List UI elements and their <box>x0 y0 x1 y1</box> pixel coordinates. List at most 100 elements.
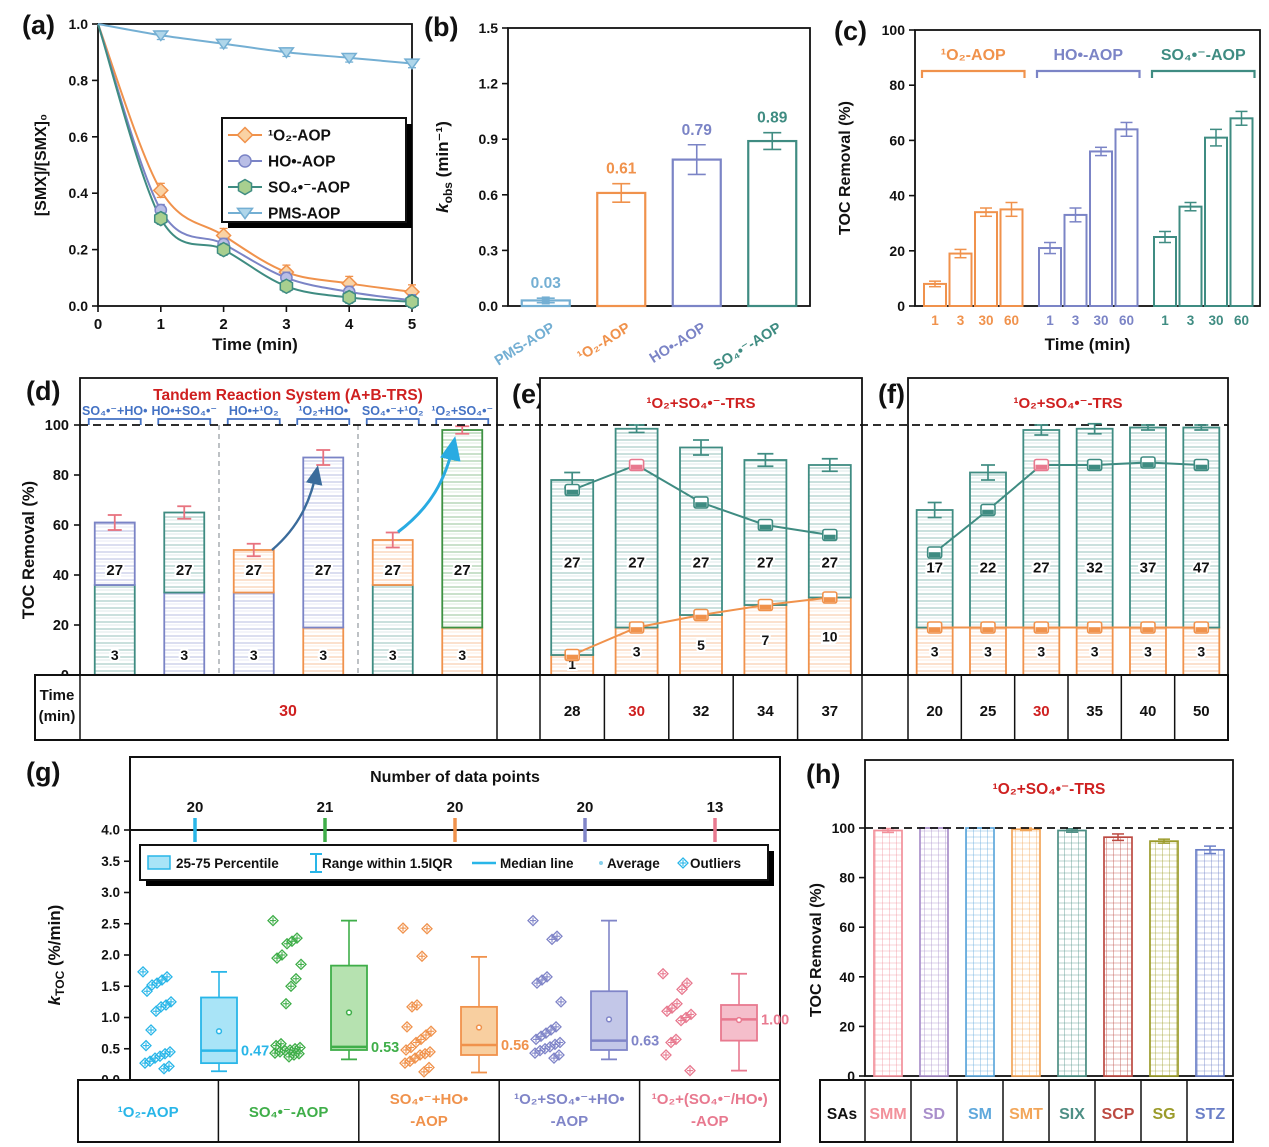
svg-text:32: 32 <box>1086 560 1103 577</box>
svg-text:0.2: 0.2 <box>69 242 89 258</box>
svg-text:0.0: 0.0 <box>69 298 89 314</box>
svg-text:SG: SG <box>1152 1106 1175 1123</box>
svg-text:30: 30 <box>628 703 645 720</box>
svg-text:kTOC (%/min): kTOC (%/min) <box>45 905 67 1006</box>
svg-text:7: 7 <box>762 632 770 648</box>
svg-text:25-75 Percentile: 25-75 Percentile <box>176 856 279 871</box>
svg-text:¹O₂+SO₄•⁻-TRS: ¹O₂+SO₄•⁻-TRS <box>993 781 1106 798</box>
svg-text:20: 20 <box>926 703 943 720</box>
svg-text:1.5: 1.5 <box>479 20 499 36</box>
svg-text:¹O₂+(SO₄•⁻/HO•): ¹O₂+(SO₄•⁻/HO•) <box>652 1091 768 1108</box>
svg-text:1.00: 1.00 <box>761 1012 789 1028</box>
svg-text:100: 100 <box>45 418 69 434</box>
svg-text:0.47: 0.47 <box>241 1044 269 1060</box>
svg-text:0.79: 0.79 <box>682 122 713 139</box>
svg-text:HO•+¹O₂: HO•+¹O₂ <box>229 404 279 418</box>
svg-text:60: 60 <box>1119 313 1134 328</box>
svg-text:30: 30 <box>279 703 297 720</box>
svg-text:30: 30 <box>1093 313 1108 328</box>
svg-text:47: 47 <box>1193 560 1210 577</box>
svg-text:1.2: 1.2 <box>479 76 499 92</box>
svg-text:3: 3 <box>319 647 327 663</box>
svg-text:27: 27 <box>176 562 193 579</box>
svg-text:21: 21 <box>317 799 334 816</box>
svg-text:3.0: 3.0 <box>101 885 120 900</box>
svg-text:SO₄•⁻+HO•: SO₄•⁻+HO• <box>82 404 147 418</box>
svg-text:2: 2 <box>219 316 227 333</box>
svg-text:3: 3 <box>1037 643 1045 659</box>
svg-text:37: 37 <box>821 703 838 720</box>
panel-d-label: (d) <box>26 376 61 406</box>
svg-text:SO₄•⁻+HO•: SO₄•⁻+HO• <box>390 1091 469 1108</box>
svg-text:1.0: 1.0 <box>101 1010 120 1025</box>
svg-text:27: 27 <box>315 562 332 579</box>
svg-text:3: 3 <box>180 647 188 663</box>
svg-text:Average: Average <box>607 856 660 871</box>
svg-text:5: 5 <box>408 316 416 333</box>
svg-text:TOC Removal (%): TOC Removal (%) <box>808 883 825 1017</box>
svg-text:1: 1 <box>1161 313 1169 328</box>
svg-text:28: 28 <box>564 703 581 720</box>
svg-text:60: 60 <box>1004 313 1019 328</box>
svg-text:3: 3 <box>633 643 641 659</box>
svg-text:¹O₂-AOP: ¹O₂-AOP <box>941 47 1006 64</box>
svg-text:3: 3 <box>957 313 965 328</box>
svg-text:TOC Removal (%): TOC Removal (%) <box>20 481 38 619</box>
svg-text:3: 3 <box>458 647 466 663</box>
svg-text:0.03: 0.03 <box>531 275 562 292</box>
svg-text:¹O₂+SO₄•⁻-TRS: ¹O₂+SO₄•⁻-TRS <box>1013 395 1122 412</box>
svg-text:Tandem Reaction System (A+B-TR: Tandem Reaction System (A+B-TRS) <box>153 387 423 404</box>
svg-text:Number of data points: Number of data points <box>370 769 540 786</box>
svg-text:100: 100 <box>882 22 906 38</box>
svg-text:Range within 1.5IQR: Range within 1.5IQR <box>322 856 453 871</box>
svg-text:SO₄•⁻-AOP: SO₄•⁻-AOP <box>249 1104 329 1121</box>
svg-text:1.0: 1.0 <box>69 16 89 32</box>
svg-text:¹O₂-AOP: ¹O₂-AOP <box>118 1104 179 1121</box>
svg-text:3: 3 <box>1197 643 1205 659</box>
svg-text:1: 1 <box>157 316 165 333</box>
svg-text:-AOP: -AOP <box>551 1113 589 1130</box>
svg-text:3.5: 3.5 <box>101 854 120 869</box>
svg-text:kobs (min⁻¹): kobs (min⁻¹) <box>433 121 455 213</box>
svg-text:Outliers: Outliers <box>690 856 741 871</box>
svg-text:27: 27 <box>757 555 774 572</box>
svg-text:3: 3 <box>111 647 119 663</box>
panel-h-label: (h) <box>806 759 841 789</box>
svg-text:SO₄•⁻-AOP: SO₄•⁻-AOP <box>1161 47 1246 64</box>
svg-text:HO•-AOP: HO•-AOP <box>647 320 709 367</box>
svg-text:4: 4 <box>345 316 354 333</box>
svg-text:¹O₂+SO₄•⁻: ¹O₂+SO₄•⁻ <box>431 404 493 418</box>
svg-text:¹O₂+HO•: ¹O₂+HO• <box>298 404 348 418</box>
svg-text:0.8: 0.8 <box>69 72 89 88</box>
svg-text:1: 1 <box>1046 313 1054 328</box>
panel-h-bar-chart: ¹O₂+SO₄•⁻-TRS 0 20 40 60 80 100 TOC Removal (%)… <box>808 759 1234 1143</box>
panel-f-label: (f) <box>878 379 905 409</box>
svg-text:SAs: SAs <box>827 1106 857 1123</box>
svg-text:0.3: 0.3 <box>479 242 499 258</box>
svg-text:Time (min): Time (min) <box>1045 335 1131 354</box>
svg-text:0.0: 0.0 <box>479 298 499 314</box>
svg-text:27: 27 <box>1033 560 1050 577</box>
svg-text:¹O₂-AOP: ¹O₂-AOP <box>268 128 331 145</box>
svg-text:0.56: 0.56 <box>501 1038 529 1054</box>
svg-text:20: 20 <box>839 1018 855 1034</box>
svg-text:50: 50 <box>1193 703 1210 720</box>
svg-text:-AOP: -AOP <box>691 1113 729 1130</box>
svg-text:SO₄•⁻-AOP: SO₄•⁻-AOP <box>268 180 350 197</box>
svg-text:0: 0 <box>94 316 102 333</box>
svg-text:0.63: 0.63 <box>631 1034 659 1050</box>
svg-text:60: 60 <box>839 919 855 935</box>
svg-text:3: 3 <box>1091 643 1099 659</box>
svg-text:0.89: 0.89 <box>757 110 788 127</box>
svg-text:60: 60 <box>889 132 905 148</box>
panel-b-label: (b) <box>424 12 459 42</box>
svg-text:3: 3 <box>282 316 290 333</box>
svg-text:34: 34 <box>757 703 774 720</box>
svg-text:100: 100 <box>832 820 856 836</box>
svg-text:80: 80 <box>889 77 905 93</box>
svg-text:¹O₂+SO₄•⁻+HO•: ¹O₂+SO₄•⁻+HO• <box>514 1091 625 1108</box>
svg-text:30: 30 <box>1208 313 1223 328</box>
svg-text:22: 22 <box>980 560 997 577</box>
